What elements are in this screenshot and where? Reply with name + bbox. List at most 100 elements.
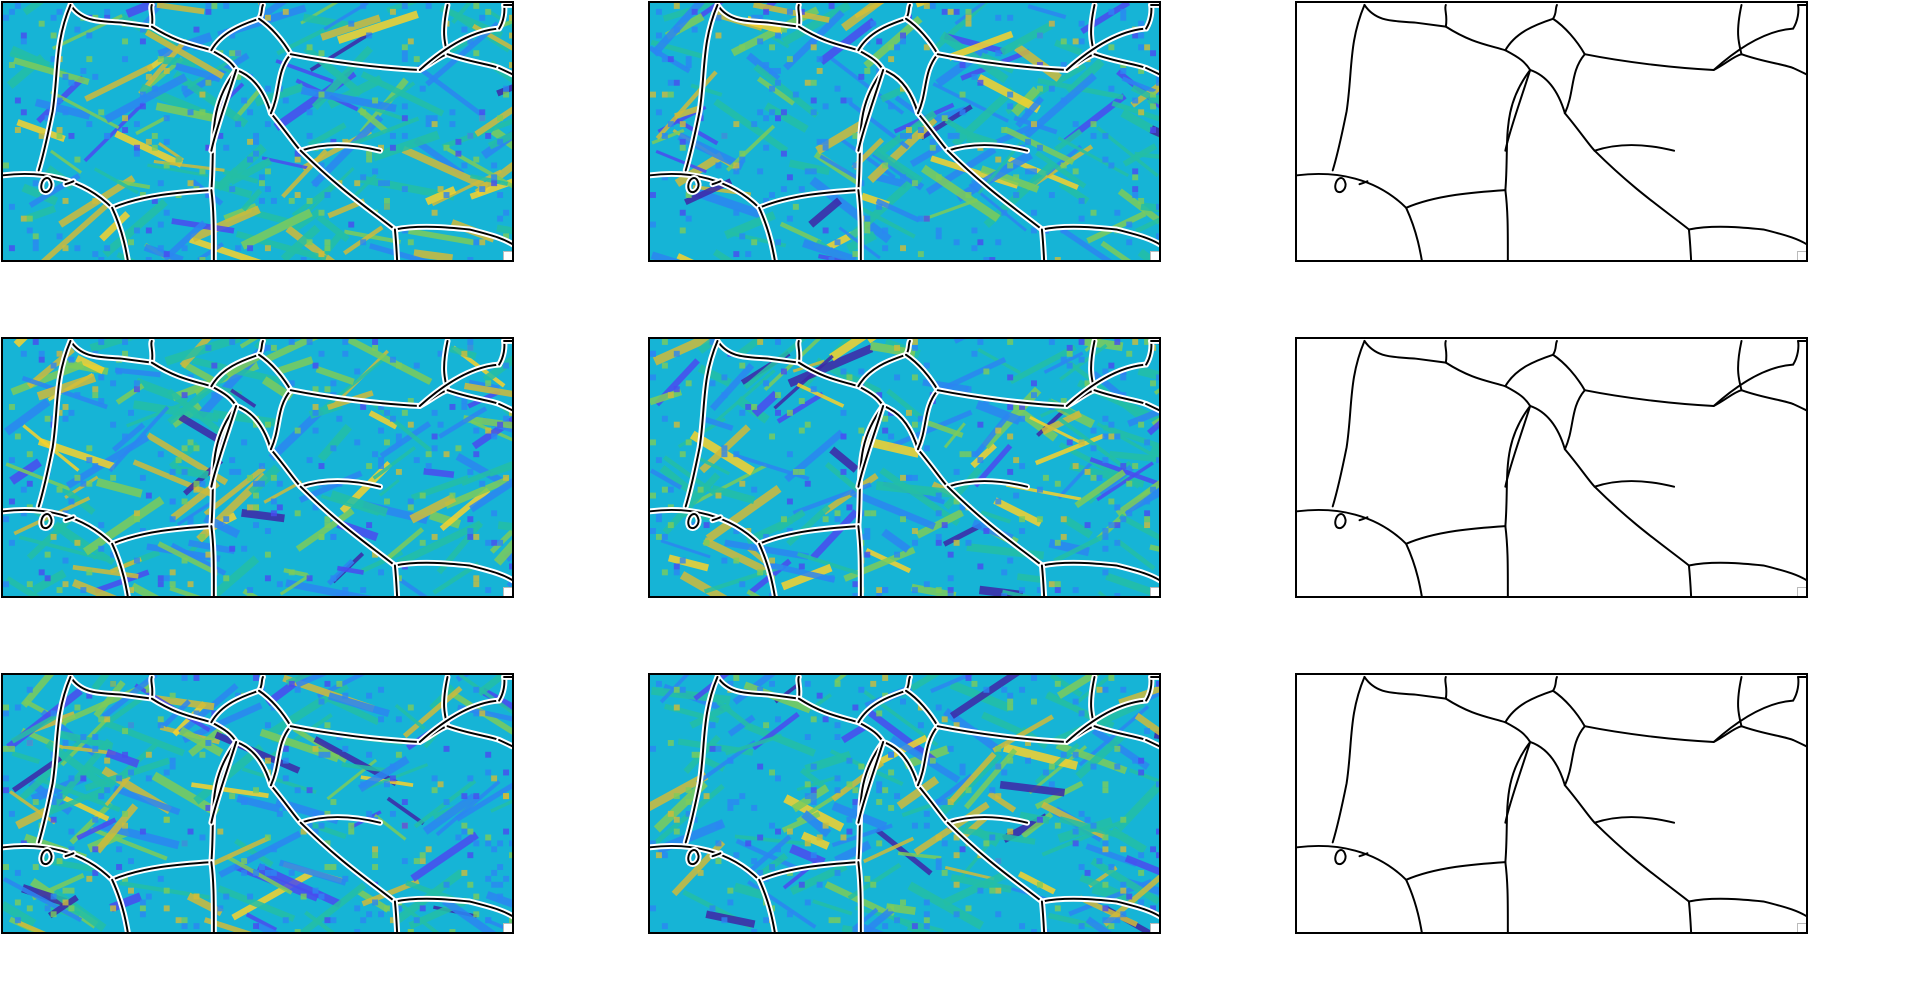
colormap-pixel [181,392,188,399]
colormap-streak [881,528,911,553]
colormap-pixel [900,174,906,181]
colormap-pixel [157,221,164,228]
colormap-pixel [407,504,414,511]
colormap-pixel [721,451,728,458]
colormap-streak [360,550,404,574]
grain-boundaries [650,3,1159,260]
colormap-streak [1054,39,1083,56]
colormap-pixel [151,144,158,151]
colormap-streak [341,762,390,773]
colormap-streak [53,743,116,756]
colormap-pixel [485,539,492,546]
colormap-pixel [282,97,289,104]
colormap-pixel [905,132,912,139]
grain-boundary [1529,740,1566,787]
colormap-pixel [68,498,75,505]
colormap-pixel [650,492,656,499]
grain-boundary [1792,3,1800,30]
colormap-pixel [384,180,390,187]
colormap-streak [99,211,131,242]
colormap-pixel [44,905,51,912]
colormap-streak [1146,420,1159,436]
colormap-pixel [258,197,265,204]
colormap-pixel [8,498,15,505]
colormap-pixel [491,775,498,782]
colormap-pixel [372,864,379,870]
colormap-pixel [1144,44,1151,51]
colormap-pixel [92,463,99,469]
colormap-streak [482,355,512,384]
colormap-pixel [775,828,781,835]
colormap-pixel [745,251,752,258]
colormap-pixel [479,710,486,717]
colormap-pixel [1007,698,1014,705]
colormap-pixel [1078,339,1085,345]
colormap-pixel [20,486,27,493]
colormap-pixel [145,775,152,782]
colormap-pixel [1156,374,1159,381]
colormap-pixel [312,504,319,511]
colormap-pixel [116,846,123,853]
colormap-pixel [1048,339,1055,345]
colormap-streak [245,912,278,932]
colormap-pixel [342,692,349,699]
colormap-pixel [372,551,379,558]
colormap-pixel [253,132,259,139]
colormap-pixel [1036,85,1043,92]
colormap-pixel [959,769,966,776]
grain-boundary [1405,542,1423,596]
colormap-pixel [425,451,432,458]
grain-boundary [758,542,776,596]
colormap-pixel [169,498,176,505]
colormap-pixel [485,132,492,139]
colormap-pixel [727,799,734,805]
colormap-pixel [247,504,254,511]
colormap-pixel [503,769,510,776]
colormap-pixel [181,557,188,564]
colormap-pixel [205,192,212,198]
colormap-pixel [685,56,692,63]
colormap-streak [469,178,512,200]
colormap-pixel [44,551,51,558]
grain-boundary [904,17,939,56]
colormap-streak [111,422,146,453]
colormap-pixel [673,816,680,823]
colormap-pixel [413,56,420,63]
colormap-pixel [840,433,847,440]
colormap-pixel [1019,686,1026,693]
grain-boundary [716,3,800,28]
colormap-pixel [247,893,254,900]
colormap-pixel [858,73,865,80]
colormap-streak [726,230,787,248]
colormap-pixel [3,745,9,752]
colormap-pixel [384,409,390,416]
colormap-pixel [50,32,57,39]
colormap-streak [455,782,512,822]
colormap-pixel [74,392,81,399]
colormap-pixel [223,3,230,9]
colormap-pixel [769,864,776,870]
grain-boundary [1583,389,1743,407]
colormap-pixel [491,869,498,876]
colormap-pixel [661,132,668,139]
colormap-pixel [56,127,63,133]
colormap-streak [316,214,350,243]
colormap-pixel [810,44,817,51]
colormap-pixel [139,26,146,33]
colormap-streak [53,521,115,566]
colormap-pixel [864,510,871,517]
colormap-pixel [1132,168,1139,175]
grain-boundary [1593,816,1676,824]
colormap-pixel [804,168,811,175]
colormap-pixel [258,864,265,870]
grain-boundary [289,389,449,407]
colormap-streak [323,3,369,31]
grain-boundary [1334,849,1347,866]
colormap-pixel [50,362,57,369]
colormap-streak [1058,442,1141,489]
colormap-pixel [467,828,474,835]
colormap-pixel [786,174,793,181]
colormap-pixel [282,775,289,782]
colormap-pixel [401,858,408,865]
colormap-streak [1057,817,1114,843]
